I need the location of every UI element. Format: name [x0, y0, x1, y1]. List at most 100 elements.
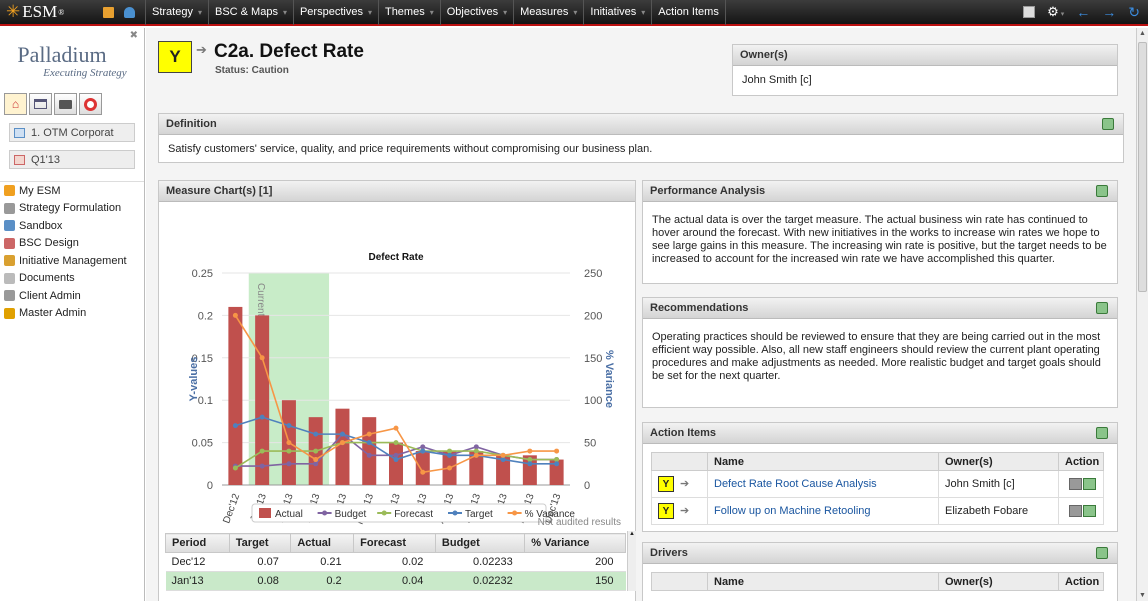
data-point [313, 461, 319, 467]
action-items-title: Action Items [650, 427, 717, 439]
legend-swatch [259, 508, 271, 518]
sidebar-item-client-admin[interactable]: Client Admin [0, 287, 144, 305]
sidebar-item-initiative-management[interactable]: Initiative Management [0, 252, 144, 270]
sidebar-item-label: BSC Design [19, 237, 79, 250]
data-point [259, 414, 265, 420]
forward-arrow-icon[interactable]: → [1102, 4, 1117, 20]
data-point [500, 452, 506, 458]
not-audited-note: Not audited results [537, 517, 621, 528]
nav-item-label: Strategy [152, 6, 193, 18]
view-icon[interactable] [1069, 478, 1082, 491]
sidebar-item-my-esm[interactable]: My ESM [0, 182, 144, 200]
y-tick-label: 0.1 [198, 395, 213, 407]
legend-label: Budget [335, 509, 367, 520]
action-cell [1058, 470, 1104, 498]
action-item-link[interactable]: Defect Rate Root Cause Analysis [714, 478, 877, 490]
scroll-down-icon[interactable]: ▼ [1139, 592, 1146, 599]
nav-item-initiatives[interactable]: Initiatives ▾ [584, 0, 653, 25]
registered-mark: ® [58, 7, 65, 17]
report-icon[interactable] [1023, 6, 1036, 18]
table-scrollbar[interactable]: ▲ [627, 531, 636, 591]
column-header: Action [1058, 452, 1104, 471]
scroll-thumb[interactable] [1138, 42, 1147, 292]
back-arrow-icon[interactable]: ← [1076, 4, 1091, 20]
table-cell: 0.02 [353, 552, 436, 572]
chevron-down-icon: ▾ [429, 7, 434, 17]
period-selector[interactable]: Q1'13 [9, 150, 135, 169]
nav-item-perspectives[interactable]: Perspectives ▾ [294, 0, 379, 25]
data-point [527, 457, 533, 463]
sidebar-item-sandbox[interactable]: Sandbox [0, 217, 144, 235]
edit-icon[interactable] [1083, 478, 1096, 491]
nav-item-measures[interactable]: Measures ▾ [514, 0, 585, 25]
window-icon[interactable] [29, 93, 52, 115]
trend-arrow-icon: ➔ [680, 504, 690, 517]
user-icon[interactable] [124, 6, 135, 18]
nav-item-action-items[interactable]: Action Items [652, 0, 726, 25]
status-badge: Y [658, 476, 674, 492]
edit-action-items-icon[interactable] [1096, 427, 1108, 439]
table-header-row: Name Owner(s) Action [651, 452, 1104, 471]
edit-definition-icon[interactable] [1102, 118, 1114, 130]
data-point [366, 440, 372, 446]
owner-panel: Owner(s) John Smith [c] [732, 44, 1118, 96]
sidebar-item-bsc-design[interactable]: BSC Design [0, 235, 144, 253]
measure-status-badge: Y [158, 41, 192, 73]
data-point [554, 461, 560, 467]
sidebar-item-master-admin[interactable]: Master Admin [0, 305, 144, 323]
legend-label: % Variance [525, 509, 576, 520]
book-icon[interactable] [103, 6, 114, 18]
sidebar-item-documents[interactable]: Documents [0, 270, 144, 288]
scroll-up-icon[interactable]: ▲ [1139, 30, 1146, 37]
esm-logo[interactable]: ✳ ESM ® [0, 2, 93, 22]
data-point [232, 423, 238, 429]
home-icon[interactable]: ⌂ [4, 93, 27, 115]
recommendations-panel: Recommendations Operating practices shou… [642, 297, 1118, 408]
x-tick-label: Dec'12 [221, 492, 242, 525]
status-badge: Y [658, 503, 674, 519]
edit-icon[interactable] [1083, 505, 1096, 518]
legend-marker [452, 510, 458, 516]
edit-recommendations-icon[interactable] [1096, 302, 1108, 314]
nav-item-themes[interactable]: Themes ▾ [379, 0, 441, 25]
y2-tick-label: 250 [584, 268, 602, 280]
settings-gear-icon[interactable]: ⚙ ▾ [1047, 4, 1065, 19]
nav-item-strategy[interactable]: Strategy ▾ [146, 0, 209, 25]
close-sidebar-icon[interactable]: ✖ [129, 30, 138, 41]
table-cell: Jan'13 [165, 571, 230, 591]
data-point [313, 457, 319, 463]
legend-box [251, 503, 547, 523]
edit-performance-icon[interactable] [1096, 185, 1108, 197]
table-cell: 200 [524, 552, 626, 572]
chevron-down-icon: ▾ [573, 7, 578, 17]
legend-marker [512, 510, 518, 516]
bar-actual [496, 455, 511, 485]
bar-actual [335, 408, 350, 485]
page-scrollbar[interactable]: ▲ ▼ [1136, 28, 1148, 601]
nav-item-objectives[interactable]: Objectives ▾ [441, 0, 515, 25]
brand-tagline: Executing Strategy [43, 67, 127, 79]
help-lifebuoy-icon[interactable] [79, 93, 102, 115]
organization-selector[interactable]: 1. OTM Corporat [9, 123, 135, 142]
nav-item-label: Themes [384, 6, 425, 18]
data-point [366, 431, 372, 437]
view-icon[interactable] [1069, 505, 1082, 518]
sidebar-item-strategy-formulation[interactable]: Strategy Formulation [0, 200, 144, 218]
chevron-down-icon: ▾ [641, 7, 646, 17]
data-point [393, 425, 399, 431]
chevron-down-icon: ▾ [282, 7, 287, 17]
refresh-icon[interactable]: ↻ [1128, 3, 1140, 20]
table-cell: Dec'12 [165, 552, 230, 572]
table-header-row: Period Target Actual Forecast Budget% Varian… [165, 533, 626, 553]
menu-bsc-design-icon [4, 237, 15, 249]
menu-strategy-formulation-icon [4, 202, 15, 214]
nav-item-bsc-maps[interactable]: BSC & Maps ▾ [209, 0, 294, 25]
org-chart-icon [14, 127, 25, 138]
nav-item-label: Perspectives [299, 6, 363, 18]
action-item-link[interactable]: Follow up on Machine Retooling [714, 505, 871, 517]
owner-cell: Elizabeth Fobare [938, 497, 1059, 525]
edit-drivers-icon[interactable] [1096, 547, 1108, 559]
nav-item-label: Action Items [658, 6, 719, 18]
column-header: Forecast [353, 533, 436, 553]
print-icon[interactable] [54, 93, 77, 115]
